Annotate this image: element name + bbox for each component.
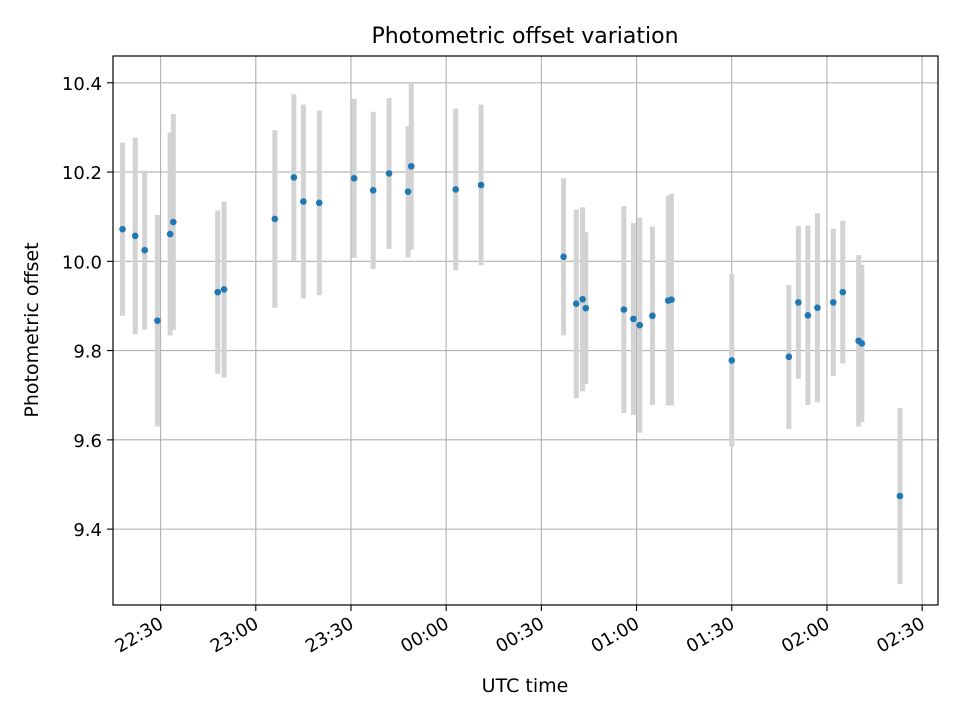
y-tick-label: 10.2	[62, 163, 102, 184]
data-point	[839, 288, 847, 296]
data-point	[290, 174, 298, 181]
data-point	[300, 198, 307, 205]
data-point	[169, 218, 177, 226]
y-tick-label: 9.6	[73, 431, 102, 452]
data-point	[166, 230, 174, 238]
data-point	[858, 340, 866, 347]
data-point	[220, 286, 228, 293]
data-point	[350, 174, 358, 182]
plot-frame	[112, 55, 939, 606]
y-tick-label: 9.8	[73, 342, 102, 363]
data-point	[385, 170, 393, 177]
data-point	[452, 186, 459, 193]
data-point	[141, 246, 149, 254]
data-point	[369, 187, 377, 194]
data-point	[154, 317, 161, 324]
data-point	[795, 299, 802, 306]
data-point	[668, 296, 675, 304]
grid	[113, 56, 938, 605]
data-point	[582, 304, 590, 312]
data-point	[649, 312, 656, 320]
data-point	[407, 162, 415, 170]
chart-title: Photometric offset variation	[371, 24, 678, 49]
data-point	[804, 312, 812, 319]
y-tick-label: 10.4	[62, 74, 102, 95]
data-point	[477, 181, 485, 189]
data-point	[404, 188, 412, 195]
data-point	[214, 288, 222, 296]
data-point	[814, 304, 821, 312]
y-axis-label: Photometric offset	[21, 242, 43, 417]
y-axis-ticks: 9.4 9.6 9.8 10.0 10.2 10.4	[62, 74, 113, 541]
data-point	[785, 353, 793, 361]
data-point	[896, 492, 904, 500]
x-axis-label: UTC time	[482, 675, 569, 697]
y-tick-label: 10.0	[62, 252, 102, 273]
data-points	[119, 162, 904, 500]
data-point	[315, 199, 323, 207]
y-tick-label: 9.4	[73, 520, 102, 541]
data-point	[620, 306, 628, 313]
data-point	[119, 225, 126, 233]
data-point	[572, 300, 580, 308]
data-point	[630, 315, 637, 323]
data-point	[829, 299, 837, 306]
data-point	[131, 232, 139, 240]
data-point	[579, 295, 586, 303]
plot-area-background	[113, 56, 938, 605]
data-point	[728, 357, 736, 364]
data-point	[271, 215, 279, 223]
data-point	[636, 321, 644, 329]
data-point	[560, 253, 567, 261]
